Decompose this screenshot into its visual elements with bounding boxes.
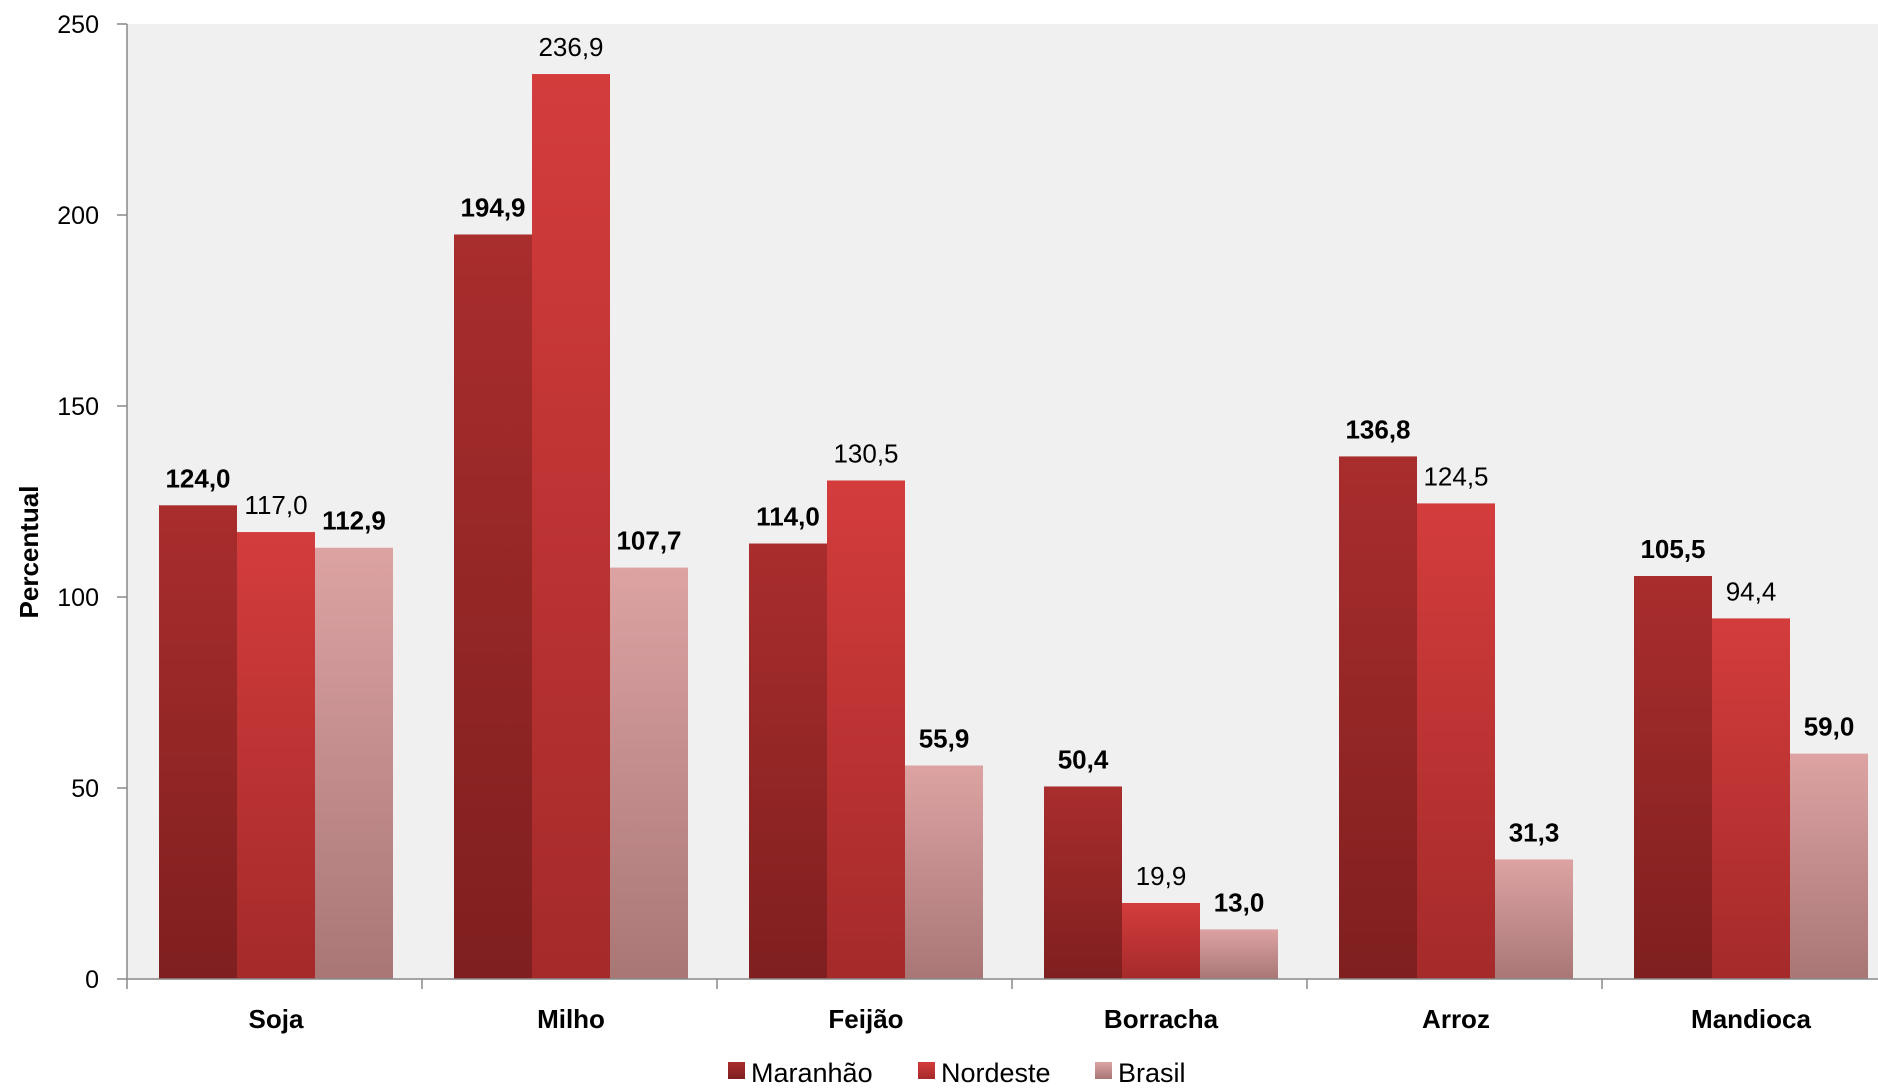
y-tick-label: 100 [57, 584, 99, 612]
y-tick-label: 0 [85, 966, 99, 994]
bar [532, 74, 610, 980]
data-label: 114,0 [756, 502, 820, 532]
bar [159, 505, 237, 979]
y-tick-label: 250 [57, 11, 99, 39]
plot-area [127, 24, 1878, 979]
bar [1044, 786, 1122, 979]
bar [827, 480, 905, 979]
bar [1417, 503, 1495, 979]
x-tick-label: Feijão [828, 1004, 903, 1034]
x-axis-ticks: Soja Milho Feijão Borracha Arroz Mandioca [126, 979, 1811, 1034]
data-label: 117,0 [244, 490, 307, 520]
data-label: 130,5 [833, 438, 898, 468]
y-tick-label: 150 [57, 393, 99, 421]
x-tick-label: Mandioca [1691, 1004, 1811, 1034]
bar [454, 234, 532, 979]
data-label: 31,3 [1509, 817, 1560, 847]
y-tick-label: 50 [71, 775, 99, 803]
legend-entry: Nordeste [941, 1058, 1051, 1088]
data-label: 124,5 [1423, 461, 1488, 491]
bar [905, 765, 983, 979]
bar [1790, 753, 1868, 979]
data-label: 59,0 [1804, 712, 1855, 742]
x-tick-label: Soja [249, 1004, 304, 1034]
data-label: 124,0 [165, 463, 230, 493]
y-tick-label: 200 [57, 202, 99, 230]
data-label: 112,9 [322, 506, 386, 536]
bar [1712, 618, 1790, 979]
data-label: 236,9 [538, 32, 603, 62]
bar [1200, 929, 1278, 979]
legend-entry: Brasil [1118, 1058, 1186, 1088]
legend: Maranhão Nordeste Brasil [728, 1058, 1186, 1088]
bar [237, 532, 315, 979]
data-label: 94,4 [1726, 576, 1777, 606]
legend-entry: Maranhão [751, 1058, 873, 1088]
legend-swatch [728, 1062, 745, 1079]
bar [1634, 575, 1712, 979]
x-tick-label: Borracha [1104, 1004, 1219, 1034]
data-label: 19,9 [1136, 861, 1187, 891]
data-label: 13,0 [1214, 887, 1265, 917]
y-axis-label: Percentual [14, 486, 44, 619]
legend-swatch [918, 1062, 935, 1079]
bar [610, 567, 688, 979]
bar [1122, 902, 1200, 979]
data-labels-group: 124,0 117,0 112,9 194,9 236,9 107,7 114,0 130,5… [165, 32, 1854, 917]
bar [1495, 859, 1573, 979]
bar [315, 547, 393, 979]
data-label: 136,8 [1345, 414, 1410, 444]
x-tick-label: Milho [537, 1004, 605, 1034]
data-label: 194,9 [460, 192, 525, 222]
y-axis-ticks: 0 50 100 150 200 250 [57, 11, 127, 994]
x-tick-label: Arroz [1422, 1004, 1490, 1034]
data-label: 105,5 [1640, 534, 1705, 564]
bars-group [159, 74, 1868, 980]
bar [1339, 456, 1417, 979]
data-label: 107,7 [616, 526, 681, 556]
data-label: 55,9 [919, 723, 970, 753]
legend-swatch [1095, 1062, 1112, 1079]
data-label: 50,4 [1058, 744, 1109, 774]
bar [749, 543, 827, 979]
